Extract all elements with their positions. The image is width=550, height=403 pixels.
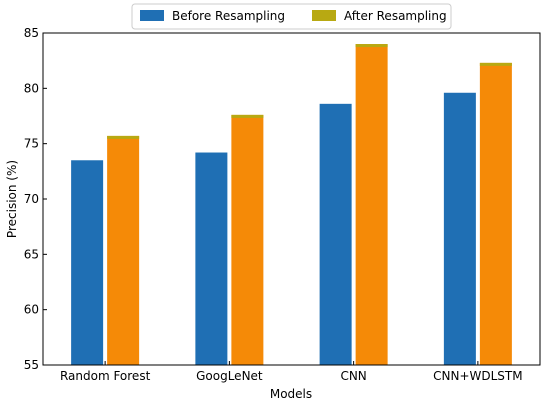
x-tick-label: Random Forest: [60, 369, 151, 383]
legend-frame: [131, 3, 452, 30]
y-tick-label: 85: [24, 26, 39, 40]
bar-cap-cnn: [355, 44, 388, 48]
bar-before-cnn-wdlstm: [443, 92, 476, 365]
y-tick-label: 55: [24, 358, 39, 372]
bars-group: [71, 44, 512, 366]
legend-label-before: Before Resampling: [172, 9, 285, 23]
bar-cap-random-forest: [107, 135, 140, 139]
y-tick-label: 65: [24, 247, 39, 261]
bar-after-googlenet: [231, 114, 264, 365]
bar-after-cnn-wdlstm: [479, 62, 512, 365]
y-tick-label: 60: [24, 303, 39, 317]
bar-cap-googlenet: [231, 114, 264, 118]
legend: Before Resampling After Resampling: [131, 3, 452, 30]
x-tick-label: GoogLeNet: [196, 369, 263, 383]
x-tick-label: CNN+WDLSTM: [433, 369, 522, 383]
legend-swatch-before: [140, 10, 164, 21]
y-axis-ticks: 55 60 65 70 75 80 85: [24, 26, 47, 372]
legend-label-after: After Resampling: [344, 9, 447, 23]
x-axis-label: Models: [270, 387, 312, 401]
y-tick-label: 80: [24, 81, 39, 95]
bar-cap-cnn-wdlstm: [479, 62, 512, 66]
y-tick-label: 70: [24, 192, 39, 206]
bar-before-cnn: [319, 103, 352, 366]
legend-swatch-after: [312, 10, 336, 21]
x-axis-ticks: Random Forest GoogLeNet CNN CNN+WDLSTM: [60, 361, 523, 383]
plot-frame: [42, 32, 541, 366]
y-axis-label: Precision (%): [5, 160, 19, 238]
y-tick-label: 75: [24, 137, 39, 151]
bar-after-random-forest: [107, 135, 140, 365]
x-tick-label: CNN: [340, 369, 366, 383]
bar-after-cnn: [355, 44, 388, 366]
bar-before-random-forest: [71, 160, 104, 365]
bar-before-googlenet: [195, 152, 228, 365]
